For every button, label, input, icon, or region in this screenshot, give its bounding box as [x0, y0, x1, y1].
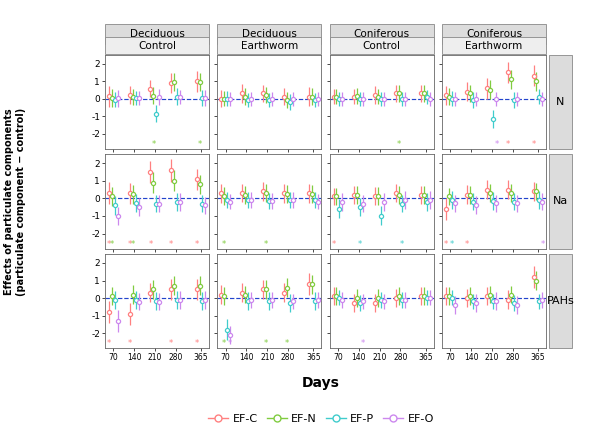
Text: *: * — [464, 240, 469, 249]
Text: *: * — [228, 339, 232, 348]
Text: *: * — [506, 140, 511, 149]
Text: Control: Control — [362, 41, 401, 50]
Text: *: * — [169, 240, 173, 249]
Text: *: * — [358, 240, 362, 249]
Text: *: * — [194, 240, 199, 249]
Text: Coniferous: Coniferous — [466, 29, 522, 39]
Text: *: * — [449, 240, 454, 249]
Text: PAHs: PAHs — [547, 296, 574, 306]
Text: Deciduous: Deciduous — [242, 29, 297, 39]
Text: *: * — [148, 240, 152, 249]
Text: Earthworm: Earthworm — [241, 41, 298, 50]
Legend: EF-C, EF-N, EF-P, EF-O: EF-C, EF-N, EF-P, EF-O — [203, 409, 439, 428]
Text: Coniferous: Coniferous — [353, 29, 410, 39]
Text: *: * — [263, 339, 268, 348]
Text: Effects of particulate components
(particulate component − control): Effects of particulate components (parti… — [4, 107, 26, 296]
Text: *: * — [222, 240, 226, 249]
Text: *: * — [444, 240, 448, 249]
Text: *: * — [107, 339, 111, 348]
Text: *: * — [222, 339, 226, 348]
Text: *: * — [131, 240, 135, 249]
Text: *: * — [361, 339, 365, 348]
Text: *: * — [494, 140, 499, 149]
Text: *: * — [263, 240, 268, 249]
Text: Days: Days — [302, 376, 340, 390]
Text: *: * — [128, 240, 132, 249]
Text: *: * — [397, 140, 401, 149]
Text: *: * — [110, 240, 114, 249]
Text: *: * — [197, 140, 202, 149]
Text: *: * — [151, 140, 155, 149]
Text: *: * — [284, 339, 289, 348]
Text: *: * — [331, 240, 335, 249]
Text: Control: Control — [138, 41, 176, 50]
Text: *: * — [128, 339, 132, 348]
Text: *: * — [400, 240, 404, 249]
Text: *: * — [532, 140, 536, 149]
Text: Deciduous: Deciduous — [130, 29, 184, 39]
Text: *: * — [194, 339, 199, 348]
Text: *: * — [541, 240, 545, 249]
Text: Na: Na — [553, 197, 568, 206]
Text: *: * — [107, 240, 111, 249]
Text: N: N — [556, 97, 565, 107]
Text: *: * — [169, 339, 173, 348]
Text: Earthworm: Earthworm — [466, 41, 523, 50]
